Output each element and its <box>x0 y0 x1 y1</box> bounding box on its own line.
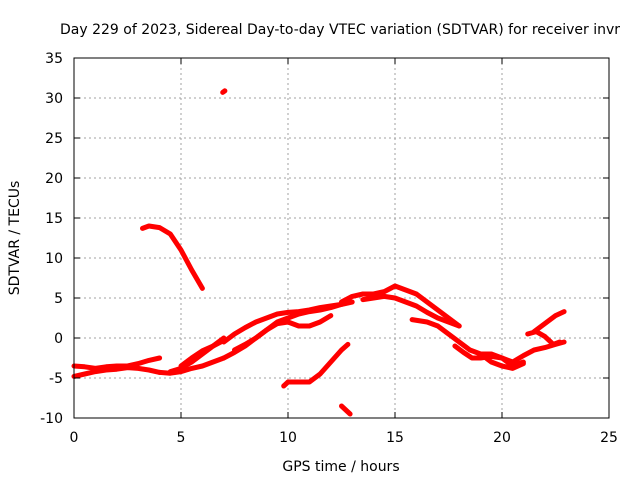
series-line-arc-14 <box>360 293 462 329</box>
y-tick-label: 25 <box>45 131 63 147</box>
axis-ticks: 0 5 10 15 20 25 -10 -5 0 5 10 15 20 25 30 35 <box>40 51 618 446</box>
series-line-arc-13 <box>339 283 462 329</box>
y-tick-label: 0 <box>54 331 63 347</box>
series-line-arc-9 <box>221 299 355 345</box>
series-line-arc-2 <box>71 355 163 371</box>
y-tick-label: 5 <box>54 291 63 307</box>
series-line-arc-1 <box>71 365 163 379</box>
series-line-arc-10 <box>232 313 334 353</box>
x-tick-label: 20 <box>493 430 511 446</box>
y-tick-label: -5 <box>49 371 63 387</box>
grid <box>74 58 609 418</box>
x-tick-label: 0 <box>70 430 79 446</box>
y-tick-label: 15 <box>45 211 63 227</box>
x-tick-label: 25 <box>600 430 618 446</box>
series-line-arc-11 <box>281 341 351 389</box>
series-line-arc-16 <box>452 339 567 365</box>
series-line-arc-7 <box>178 337 227 369</box>
x-tick-label: 10 <box>279 430 297 446</box>
series-line-arc-12 <box>339 403 353 417</box>
plot-frame <box>73 57 610 419</box>
chart-title: Day 229 of 2023, Sidereal Day-to-day VTE… <box>60 22 620 38</box>
data-series <box>71 88 567 417</box>
y-axis-label: SDTVAR / TECUs <box>7 181 23 296</box>
series-line-arc-4 <box>220 88 228 95</box>
series-line-arc-3 <box>140 223 205 291</box>
y-tick-label: 20 <box>45 171 63 187</box>
y-tick-label: 10 <box>45 251 63 267</box>
x-axis-label: GPS time / hours <box>282 459 399 475</box>
series-line-arc-19 <box>531 309 567 335</box>
y-tick-label: 30 <box>45 91 63 107</box>
y-tick-label: 35 <box>45 51 63 67</box>
x-tick-label: 5 <box>177 430 186 446</box>
series-line-arc-17 <box>478 351 526 371</box>
y-tick-label: -10 <box>40 411 63 427</box>
x-tick-label: 15 <box>386 430 404 446</box>
